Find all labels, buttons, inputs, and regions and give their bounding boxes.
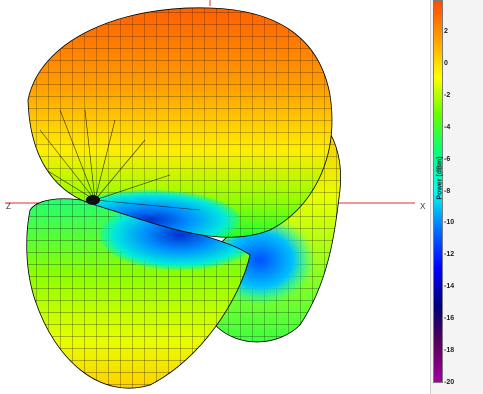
colorbar-tick-label: -18 [444,347,455,355]
z-axis-label: Z [6,202,11,211]
colorbar [433,0,443,383]
colorbar-label: Power (dBm) [436,156,444,200]
surface-lobe-upper [27,7,333,238]
colorbar-tick-label: -20 [444,379,455,386]
colorbar-tick-label: -8 [444,187,451,195]
colorbar-tick-label: -4 [444,123,451,131]
colorbar-tick-label: 2 [444,27,448,35]
radiation-pattern-plot [5,0,415,389]
pattern-null [86,195,100,205]
colorbar-panel: 2 0 -2 -4 -6 -8 -10 -12 -14 -16 -18 -20 [430,0,483,394]
colorbar-tick-label: -10 [444,219,455,227]
colorbar-tick-label: -2 [444,91,451,99]
colorbar-tick-label: 0 [444,59,448,67]
colorbar-tick-label: -6 [444,155,451,163]
x-axis-label: X [420,202,426,211]
colorbar-tick-label: -12 [444,251,455,259]
colorbar-tick-label: -14 [444,283,455,291]
colorbar-tick-label: -16 [444,315,455,323]
